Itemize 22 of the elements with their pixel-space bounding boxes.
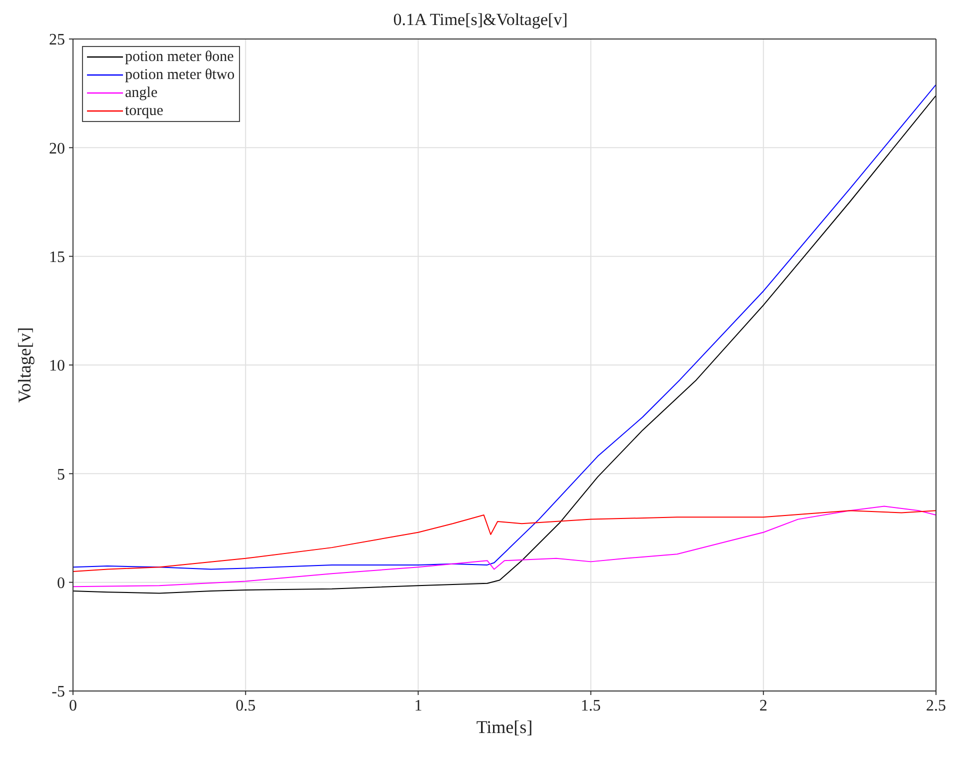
x-tick-label: 1 (414, 697, 422, 714)
legend-label: torque (125, 102, 164, 120)
line-series (73, 510, 936, 572)
x-axis-title: Time[s] (476, 717, 533, 737)
legend-label: potion meter θtwo (125, 66, 235, 84)
y-tick-label: 25 (49, 32, 65, 49)
x-tick-label: 2.5 (926, 697, 946, 714)
x-tick-label: 0.5 (236, 697, 256, 714)
y-tick-label: 10 (49, 358, 65, 375)
legend-label: potion meter θone (125, 48, 234, 66)
x-tick-label: 2 (759, 697, 768, 714)
y-tick-label: -5 (52, 684, 65, 701)
line-series (73, 506, 936, 588)
x-tick-label: 0 (69, 697, 77, 714)
y-axis-title: Voltage[v] (14, 327, 34, 403)
y-tick-label: 5 (57, 466, 65, 484)
y-tick-label: 20 (49, 140, 65, 158)
y-tick-label: 15 (49, 249, 65, 266)
y-tick-label: 0 (57, 575, 65, 592)
legend-label: angle (125, 84, 158, 102)
chart-title: 0.1A Time[s]&Voltage[v] (392, 10, 569, 30)
x-tick-label: 1.5 (580, 697, 601, 714)
